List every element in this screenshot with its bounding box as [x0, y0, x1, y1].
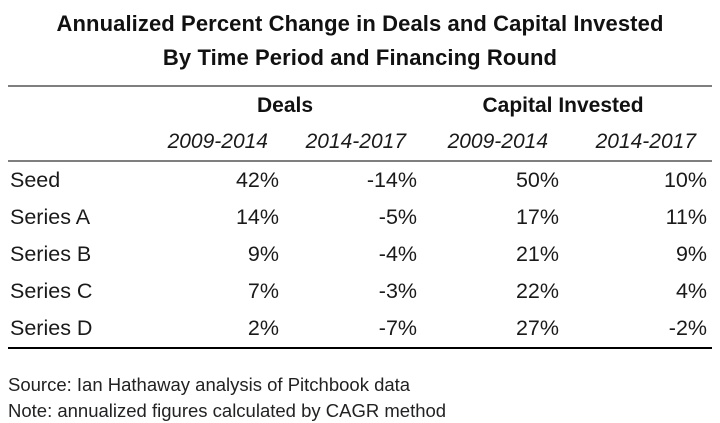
cell-value: 2% — [156, 310, 284, 349]
period-header-row: 2009-2014 2014-2017 2009-2014 2014-2017 — [8, 124, 713, 162]
corner-cell — [8, 86, 156, 124]
cell-value: 9% — [247, 242, 279, 266]
period-header-capital-2009-2014: 2009-2014 — [422, 124, 565, 162]
cell-value: -14% — [366, 168, 418, 192]
period-header-deals-2014-2017: 2014-2017 — [284, 124, 423, 162]
table-row-series-d: Series D 2% -7% 27% -2% — [8, 310, 713, 349]
cell-value: 7% — [247, 279, 279, 303]
table-row-series-a: Series A 14% -5% 17% 11% — [8, 199, 712, 236]
cell-value: 4% — [675, 279, 708, 303]
figure-title: Annualized Percent Change in Deals and C… — [0, 0, 720, 75]
figure-title-line1: Annualized Percent Change in Deals and C… — [56, 11, 664, 36]
cell-value: -4% — [378, 242, 418, 266]
cell-value: 10% — [663, 168, 708, 192]
cell-value: 9% — [675, 242, 708, 266]
cell-value: 42% — [235, 168, 279, 192]
table-row-seed: Seed 42% -14% 50% 10% — [8, 161, 712, 199]
source-note: Source: Ian Hathaway analysis of Pitchbo… — [8, 374, 411, 395]
cell-value: -2% — [564, 310, 713, 349]
table-row-series-b: Series B 9% -4% 21% 9% — [8, 236, 712, 273]
cell-value: 22% — [515, 279, 560, 303]
cell-value: -3% — [378, 279, 418, 303]
figure-footer: Source: Ian Hathaway analysis of Pitchbo… — [8, 372, 720, 423]
column-group-capital-invested: Capital Invested — [482, 93, 644, 117]
cell-value: 14% — [235, 205, 279, 229]
cell-value: 27% — [422, 310, 565, 349]
method-note: Note: annualized figures calculated by C… — [8, 399, 447, 421]
period-header-capital-2014-2017: 2014-2017 — [564, 124, 713, 162]
cell-value: 50% — [515, 168, 560, 192]
figure-title-line2: By Time Period and Financing Round — [162, 45, 558, 70]
cell-value: 11% — [665, 205, 708, 229]
table-row-series-c: Series C 7% -3% 22% 4% — [8, 273, 712, 310]
data-table: Deals Capital Invested 2009-2014 2014-20… — [8, 85, 713, 349]
cell-value: 21% — [515, 242, 560, 266]
row-label-series-a: Series A — [10, 205, 91, 229]
corner-cell — [8, 124, 156, 162]
column-group-row: Deals Capital Invested — [8, 86, 712, 124]
row-label-series-d: Series D — [8, 310, 156, 349]
row-label-series-c: Series C — [10, 279, 93, 303]
cell-value: -5% — [378, 205, 418, 229]
cell-value: 17% — [515, 205, 560, 229]
row-label-series-b: Series B — [10, 242, 92, 266]
period-header-deals-2009-2014: 2009-2014 — [156, 124, 284, 162]
row-label-seed: Seed — [10, 168, 61, 192]
cell-value: -7% — [284, 310, 423, 349]
column-group-deals: Deals — [256, 93, 314, 117]
